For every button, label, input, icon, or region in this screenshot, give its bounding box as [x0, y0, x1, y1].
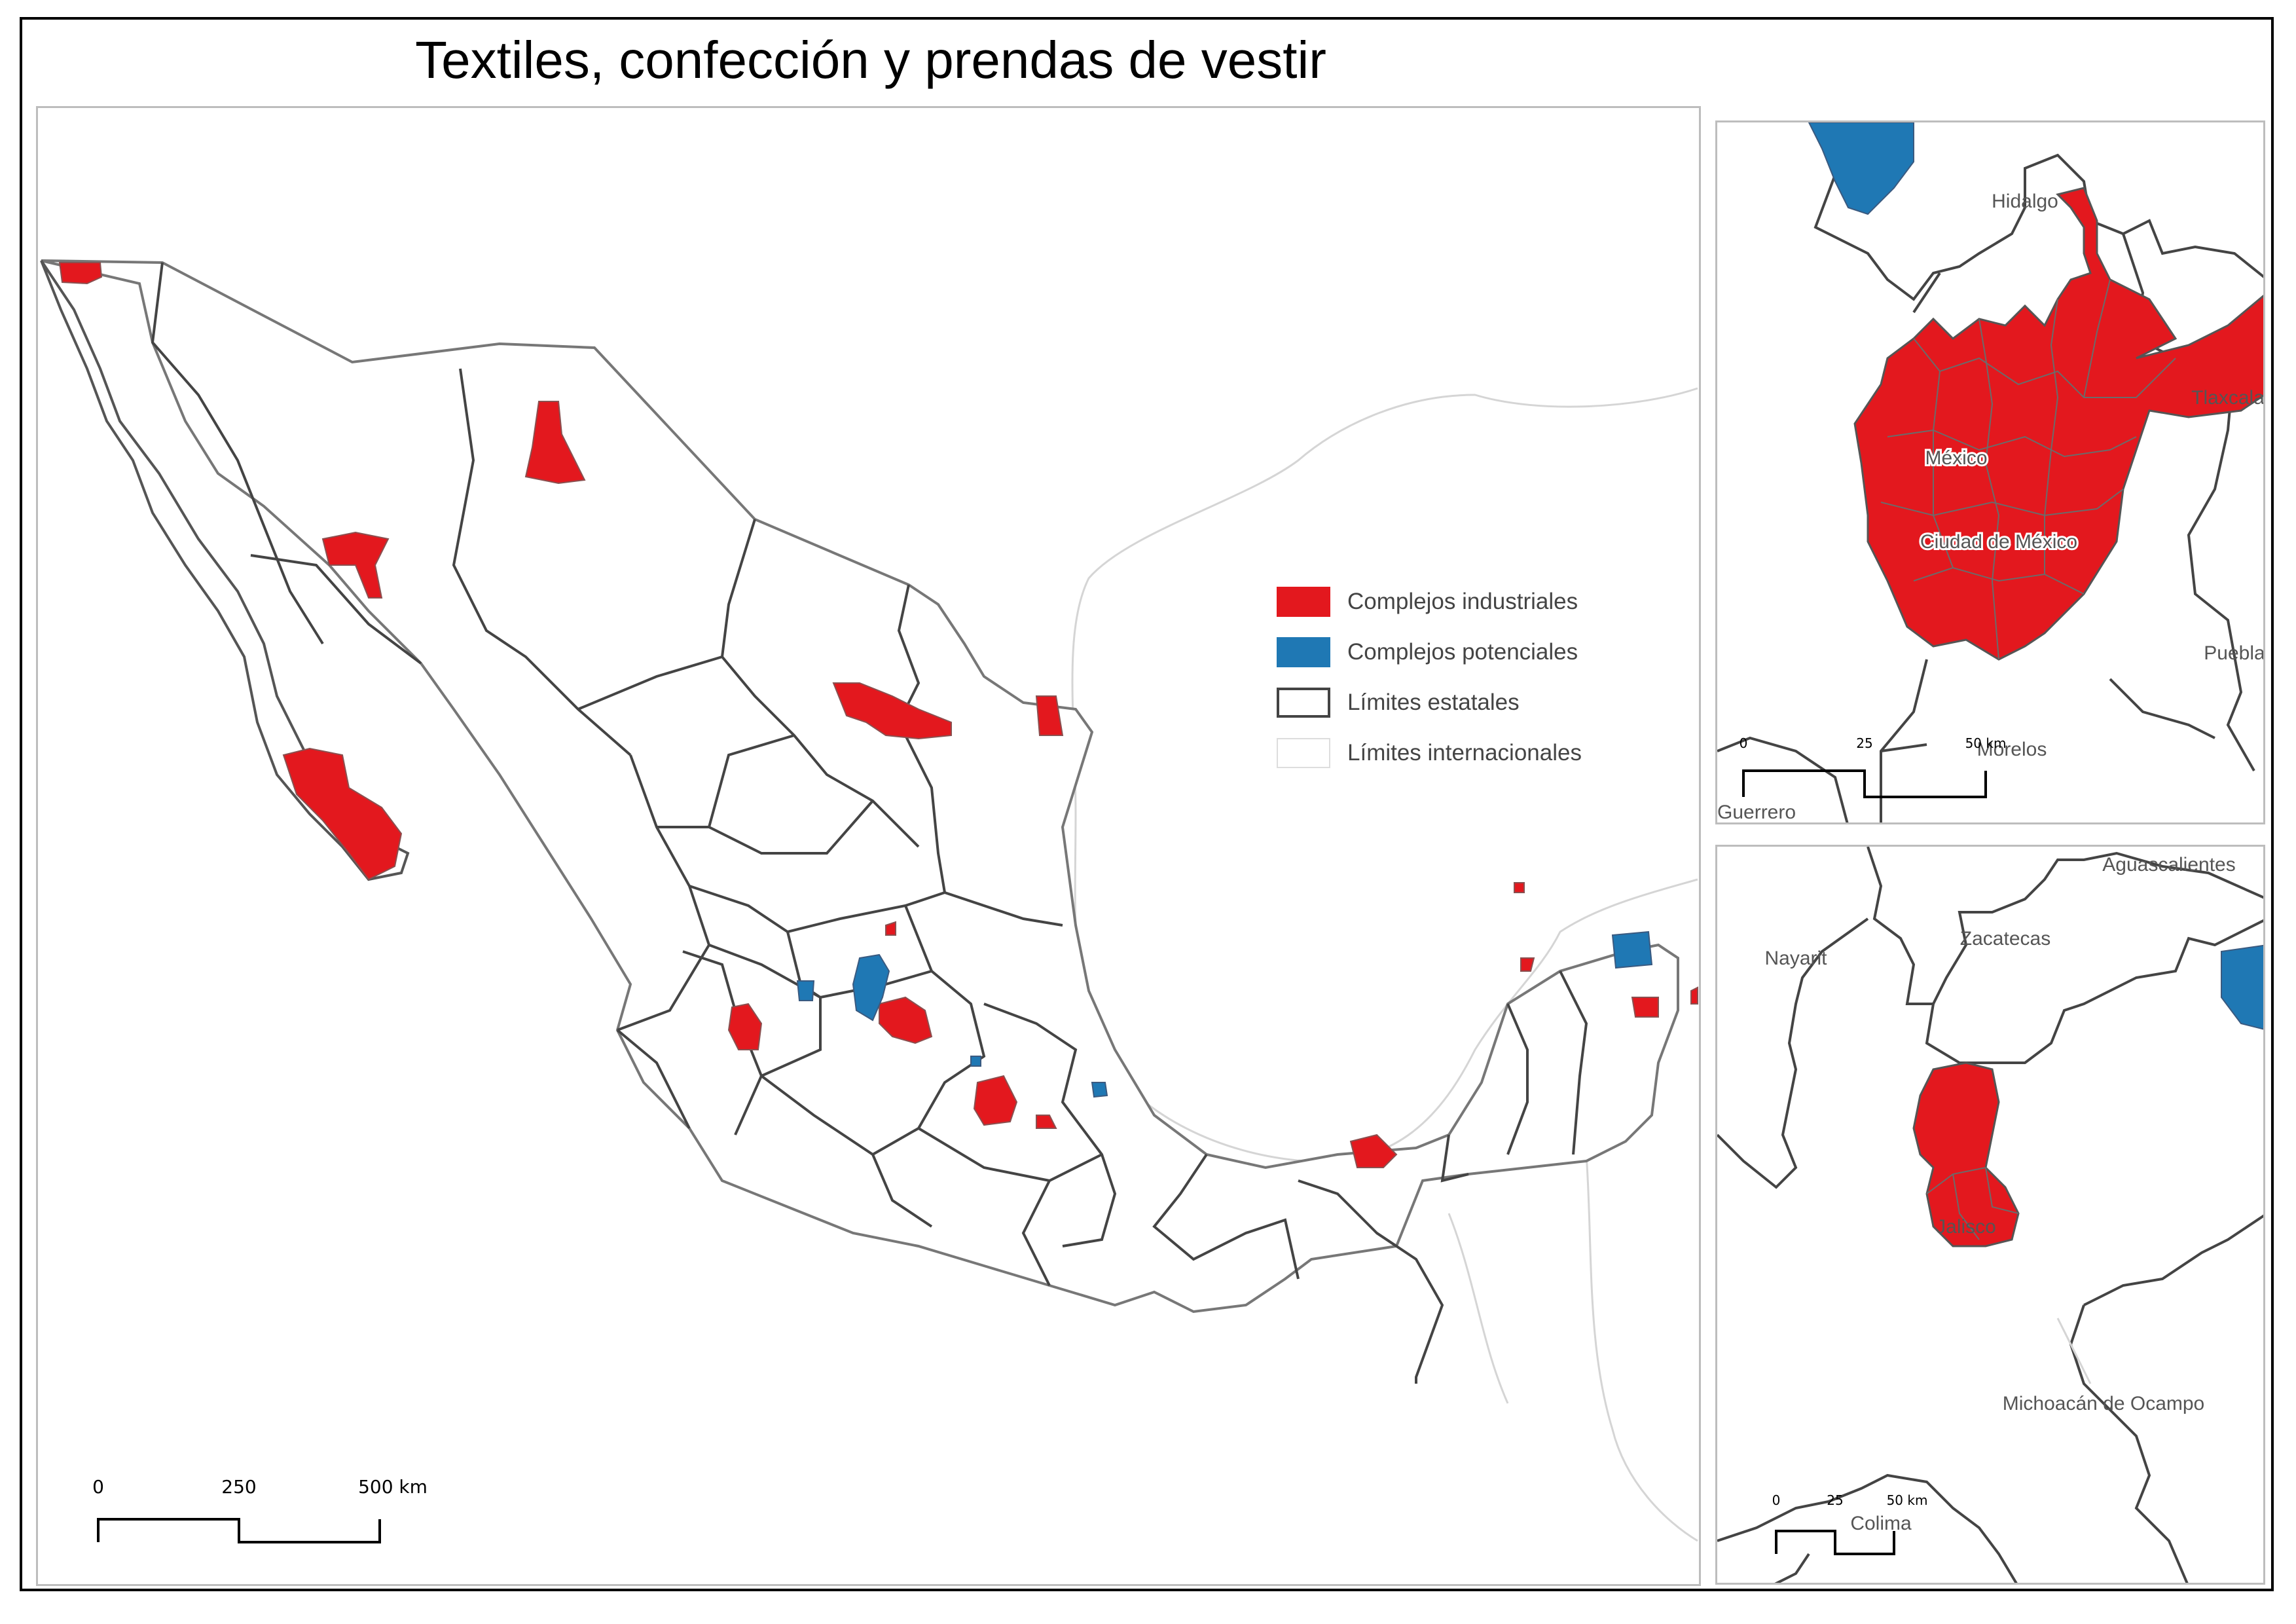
legend-item-intl: Límites internacionales	[1277, 728, 1582, 778]
label-mexico: México	[1925, 447, 1987, 469]
label-morelos: Morelos	[1977, 739, 2047, 760]
scale-tick-2: 50 km	[1965, 735, 2007, 751]
label-zacatecas: Zacatecas	[1960, 928, 2050, 950]
label-nayarit: Nayarit	[1764, 948, 1827, 969]
inset-cdmx-svg: Hidalgo Tlaxcala Puebla Morelos Guerrero…	[1717, 122, 2265, 823]
aguascalientes-potential	[2221, 944, 2263, 1030]
inset-jalisco-panel: Aguascalientes Zacatecas Nayarit Jalisco…	[1715, 845, 2265, 1585]
legend: Complejos industriales Complejos potenci…	[1277, 576, 1582, 778]
label-aguascalientes: Aguascalientes	[2102, 854, 2235, 876]
potential-yucatan	[1611, 931, 1653, 969]
potential-veracruz	[1091, 1082, 1108, 1098]
main-map-svg	[40, 259, 1698, 1542]
complex-zacatecas	[885, 921, 896, 936]
potential-complexes	[796, 931, 1653, 1098]
legend-label: Complejos industriales	[1347, 588, 1578, 614]
label-jalisco: Jalisco	[1936, 1216, 1996, 1238]
hidalgo-potential	[1808, 122, 1914, 215]
legend-label: Complejos potenciales	[1347, 638, 1578, 665]
potential-zacatecas	[852, 953, 890, 1022]
legend-swatch-industrial	[1277, 586, 1330, 617]
complex-baja-sur	[282, 747, 403, 881]
main-map-panel	[36, 106, 1701, 1586]
label-colima: Colima	[1850, 1513, 1912, 1534]
complex-jalisco	[727, 1003, 763, 1050]
baja-california	[40, 259, 410, 881]
map-title: Textiles, confección y prendas de vestir	[415, 31, 1326, 89]
state-borders	[151, 262, 1588, 1384]
mexico-outline	[41, 259, 1679, 1314]
international-borders	[1071, 387, 1698, 1542]
legend-swatch-potential	[1277, 637, 1330, 667]
label-puebla: Puebla	[2204, 642, 2265, 664]
scale-tick-0: 0	[92, 1476, 104, 1498]
complex-tabasco	[1349, 1134, 1398, 1168]
legend-item-industrial: Complejos industriales	[1277, 576, 1582, 627]
label-michoacan: Michoacán de Ocampo	[2003, 1393, 2205, 1414]
scale-tick-0: 0	[1740, 735, 1748, 751]
inset-jalisco-svg: Aguascalientes Zacatecas Nayarit Jalisco…	[1717, 847, 2263, 1583]
complex-chihuahua	[524, 401, 586, 485]
inset-cdmx-panel: Hidalgo Tlaxcala Puebla Morelos Guerrero…	[1715, 120, 2265, 824]
potential-nayarit	[796, 980, 815, 1001]
label-tlaxcala: Tlaxcala	[2191, 387, 2265, 409]
cdmx-complex	[1853, 187, 2263, 661]
complex-gulf-isle	[1514, 882, 1525, 893]
legend-label: Límites internacionales	[1347, 739, 1582, 766]
scale-tick-1: 25	[1827, 1492, 1843, 1508]
complex-cozumel	[1690, 986, 1698, 1005]
label-guerrero: Guerrero	[1717, 802, 1796, 823]
legend-swatch-intl	[1277, 737, 1330, 768]
complex-cdmx	[973, 1075, 1018, 1126]
potential-queretaro	[970, 1056, 981, 1067]
complex-guanajuato	[879, 996, 933, 1044]
inset-jalisco-scale-bar: 0 25 50 km	[1772, 1492, 1928, 1555]
scale-tick-1: 25	[1856, 735, 1872, 751]
legend-swatch-state	[1277, 687, 1330, 718]
legend-item-state: Límites estatales	[1277, 677, 1582, 728]
label-cdmx: Ciudad de México	[1920, 531, 2077, 553]
complex-yucatan	[1520, 957, 1535, 972]
main-scale-bar: 0 250 500 km	[92, 1476, 428, 1543]
scale-tick-2: 50 km	[1887, 1492, 1928, 1508]
municipal-borders	[1880, 279, 2176, 660]
scale-tick-2: 500 km	[358, 1476, 428, 1498]
legend-item-potential: Complejos potenciales	[1277, 627, 1582, 677]
scale-tick-0: 0	[1772, 1492, 1781, 1508]
map-frame	[20, 17, 2274, 1591]
complex-puebla	[1036, 1115, 1057, 1129]
inset-cdmx-scale-bar: 0 25 50 km	[1740, 735, 2007, 798]
complex-sonora	[321, 531, 390, 599]
complex-yucatan-2	[1631, 997, 1659, 1018]
complex-coahuila	[832, 682, 952, 740]
legend-label: Límites estatales	[1347, 689, 1520, 715]
scale-tick-1: 250	[221, 1476, 256, 1498]
complex-tamaulipas	[1035, 695, 1064, 736]
label-hidalgo: Hidalgo	[1992, 191, 2058, 212]
industrial-complexes	[58, 262, 1698, 1168]
complex-baja-norte	[58, 262, 103, 285]
jalisco-complex	[1912, 1061, 2020, 1247]
